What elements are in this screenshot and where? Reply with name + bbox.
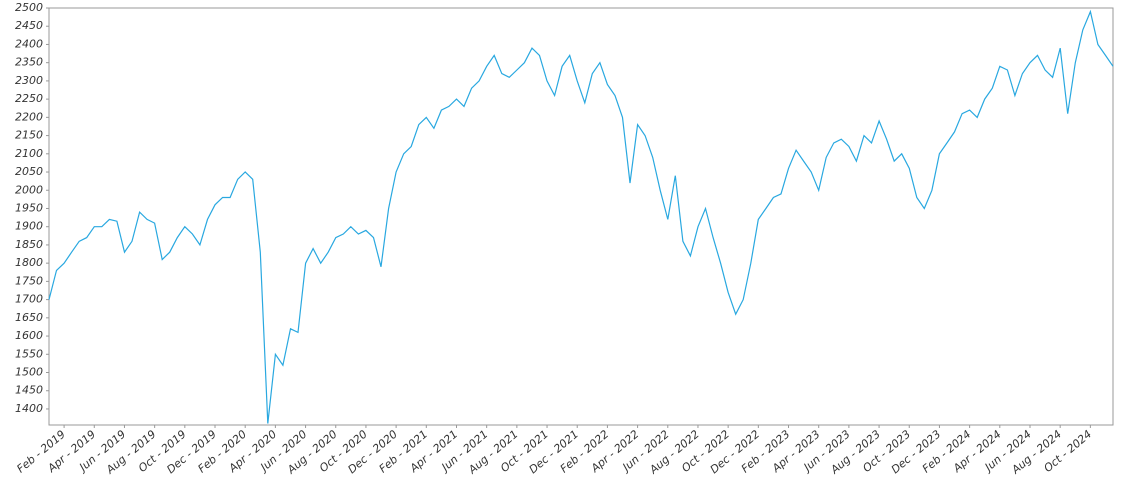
y-tick-label: 2000 xyxy=(15,183,43,196)
y-tick-label: 1500 xyxy=(15,366,43,379)
y-tick-label: 2300 xyxy=(15,74,43,87)
y-tick-label: 1850 xyxy=(15,238,43,251)
y-tick-label: 1600 xyxy=(15,329,43,342)
y-tick-label: 1900 xyxy=(15,220,43,233)
y-tick-label: 2250 xyxy=(15,92,43,105)
y-tick-label: 2100 xyxy=(15,147,43,160)
y-tick-label: 2400 xyxy=(15,37,43,50)
y-tick-label: 1400 xyxy=(15,402,43,415)
y-tick-label: 1700 xyxy=(15,293,43,306)
y-tick-label: 1950 xyxy=(15,201,43,214)
y-tick-label: 2200 xyxy=(15,110,43,123)
y-tick-label: 1650 xyxy=(15,311,43,324)
y-tick-label: 2450 xyxy=(15,19,43,32)
plot-area xyxy=(48,7,1114,426)
y-tick-label: 2150 xyxy=(15,129,43,142)
y-tick-label: 2350 xyxy=(15,56,43,69)
line xyxy=(48,9,1114,424)
y-tick-label: 1800 xyxy=(15,256,43,269)
y-tick-label: 1550 xyxy=(15,347,43,360)
y-tick-label: 2500 xyxy=(15,1,43,14)
y-tick-label: 1750 xyxy=(15,274,43,287)
y-tick-label: 2050 xyxy=(15,165,43,178)
y-tick-label: 1450 xyxy=(15,384,43,397)
